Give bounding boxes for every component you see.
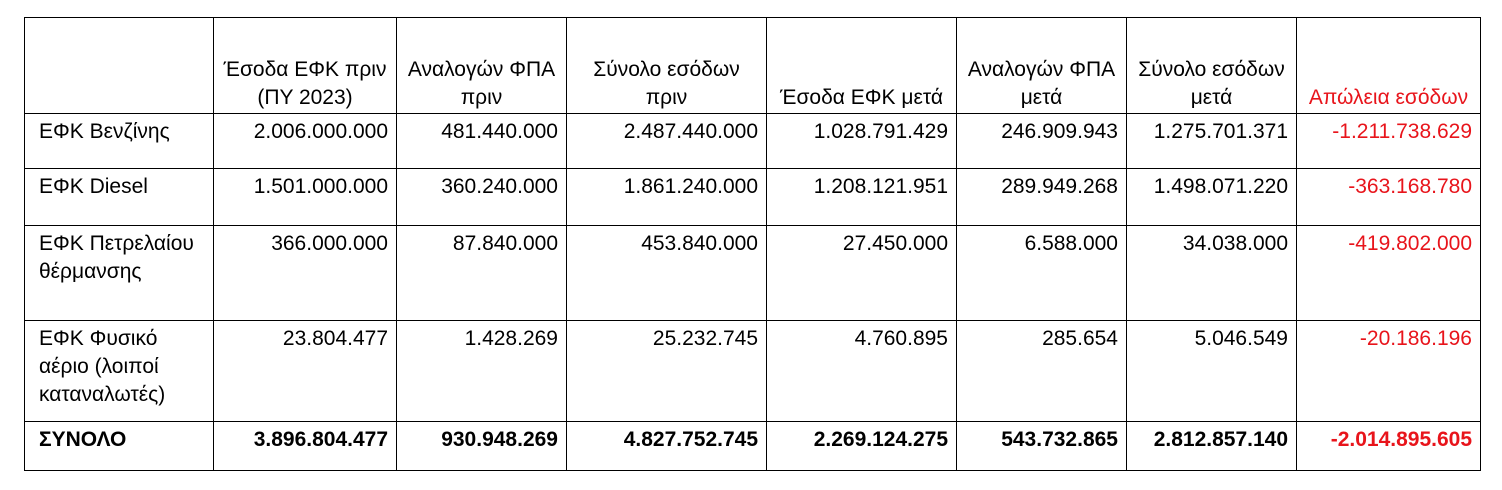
cell-revenue-loss: -419.802.000: [1296, 225, 1481, 321]
row-label: ΕΦΚ Βενζίνης: [24, 113, 214, 169]
cell-excise-before: 23.804.477: [213, 320, 397, 422]
cell-vat-before: 87.840.000: [396, 225, 567, 321]
table-row: ΕΦΚ Φυσικό αέριο (λοιποί καταναλωτές) 23…: [24, 320, 1481, 422]
cell-total-before: 2.487.440.000: [566, 113, 767, 169]
cell-total-after: 34.038.000: [1126, 225, 1297, 321]
cell-excise-before: 366.000.000: [213, 225, 397, 321]
table-row: ΕΦΚ Diesel 1.501.000.000 360.240.000 1.8…: [24, 168, 1481, 226]
cell-vat-after: 289.949.268: [956, 168, 1127, 226]
cell-excise-before: 2.006.000.000: [213, 113, 397, 169]
header-vat-before: Αναλογών ΦΠΑ πριν: [396, 17, 567, 114]
cell-excise-after: 4.760.895: [766, 320, 957, 422]
header-excise-before: Έσοδα ΕΦΚ πριν (ΠΥ 2023): [213, 17, 397, 114]
revenue-table: Έσοδα ΕΦΚ πριν (ΠΥ 2023) Αναλογών ΦΠΑ πρ…: [24, 17, 1481, 471]
header-total-before: Σύνολο εσόδων πριν: [566, 17, 767, 114]
header-revenue-loss: Απώλεια εσόδων: [1296, 17, 1481, 114]
cell-vat-before: 1.428.269: [396, 320, 567, 422]
header-total-after: Σύνολο εσόδων μετά: [1126, 17, 1297, 114]
row-label: ΕΦΚ Φυσικό αέριο (λοιποί καταναλωτές): [24, 320, 214, 422]
total-excise-before: 3.896.804.477: [213, 421, 397, 471]
cell-total-before: 25.232.745: [566, 320, 767, 422]
cell-total-before: 1.861.240.000: [566, 168, 767, 226]
total-vat-after: 543.732.865: [956, 421, 1127, 471]
cell-total-after: 1.498.071.220: [1126, 168, 1297, 226]
total-revenue-loss: -2.014.895.605: [1296, 421, 1481, 471]
header-vat-after: Αναλογών ΦΠΑ μετά: [956, 17, 1127, 114]
cell-excise-after: 1.208.121.951: [766, 168, 957, 226]
cell-revenue-loss: -363.168.780: [1296, 168, 1481, 226]
row-label: ΕΦΚ Πετρελαίου θέρμανσης: [24, 225, 214, 321]
header-row: Έσοδα ΕΦΚ πριν (ΠΥ 2023) Αναλογών ΦΠΑ πρ…: [24, 17, 1481, 114]
total-label: ΣΥΝΟΛΟ: [24, 421, 214, 471]
cell-excise-after: 1.028.791.429: [766, 113, 957, 169]
cell-vat-after: 246.909.943: [956, 113, 1127, 169]
cell-total-before: 453.840.000: [566, 225, 767, 321]
cell-vat-after: 6.588.000: [956, 225, 1127, 321]
total-total-before: 4.827.752.745: [566, 421, 767, 471]
row-label: ΕΦΚ Diesel: [24, 168, 214, 226]
cell-vat-before: 360.240.000: [396, 168, 567, 226]
total-total-after: 2.812.857.140: [1126, 421, 1297, 471]
cell-total-after: 1.275.701.371: [1126, 113, 1297, 169]
cell-excise-after: 27.450.000: [766, 225, 957, 321]
total-row: ΣΥΝΟΛΟ 3.896.804.477 930.948.269 4.827.7…: [24, 421, 1481, 471]
table-row: ΕΦΚ Πετρελαίου θέρμανσης 366.000.000 87.…: [24, 225, 1481, 321]
table-row: ΕΦΚ Βενζίνης 2.006.000.000 481.440.000 2…: [24, 113, 1481, 169]
cell-excise-before: 1.501.000.000: [213, 168, 397, 226]
cell-total-after: 5.046.549: [1126, 320, 1297, 422]
header-excise-after: Έσοδα ΕΦΚ μετά: [766, 17, 957, 114]
cell-vat-before: 481.440.000: [396, 113, 567, 169]
header-empty: [24, 17, 214, 114]
total-vat-before: 930.948.269: [396, 421, 567, 471]
cell-vat-after: 285.654: [956, 320, 1127, 422]
cell-revenue-loss: -1.211.738.629: [1296, 113, 1481, 169]
total-excise-after: 2.269.124.275: [766, 421, 957, 471]
cell-revenue-loss: -20.186.196: [1296, 320, 1481, 422]
